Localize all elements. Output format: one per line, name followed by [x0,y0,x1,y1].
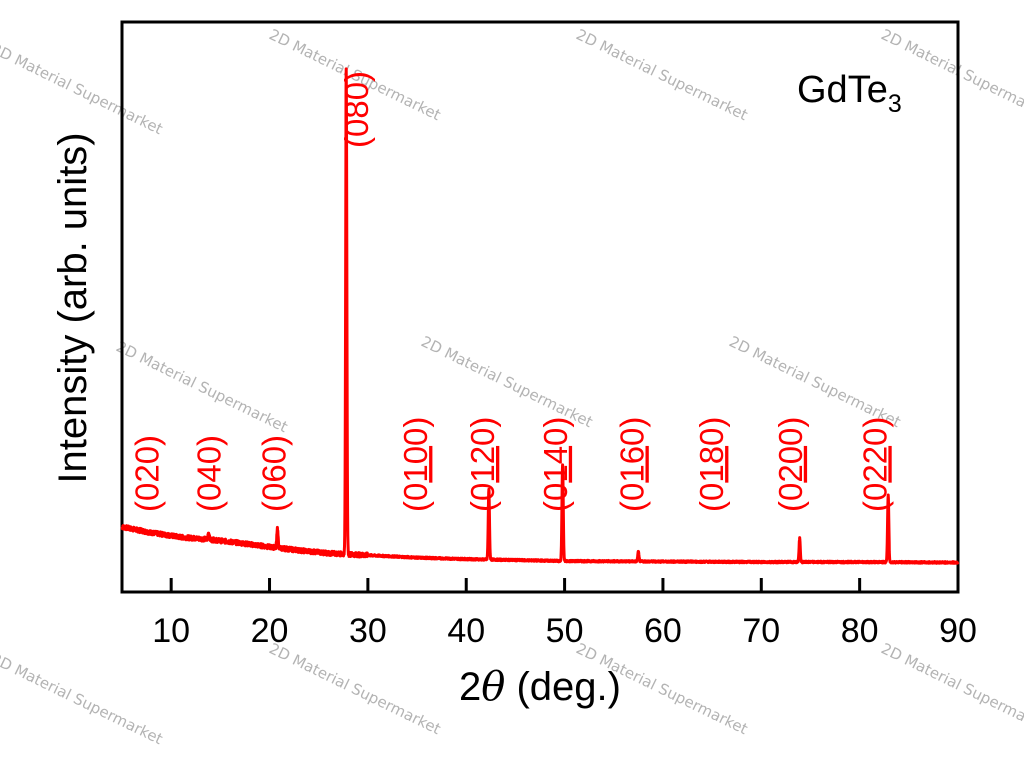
peak-label: (060) [256,435,293,512]
peak-label: (0120) [464,417,501,512]
plot-frame [120,20,960,594]
x-tick-label: 40 [447,612,485,650]
x-tick-label: 30 [349,612,387,650]
x-tick-label: 90 [939,612,977,650]
peak-label: (0160) [614,417,651,512]
sample-label: GdTe3 [797,69,902,118]
x-tick-label: 50 [546,612,584,650]
peak-label: (0140) [537,417,574,512]
x-tick-label: 10 [152,612,190,650]
x-tick-label: 70 [742,612,780,650]
watermark-text: 2D Material Supermarket [418,332,595,431]
watermark-text: 2D Material Supermarket [0,649,166,748]
series-line [120,67,960,565]
watermark-text: 2D Material Supermarket [573,25,750,124]
peak-label: (0100) [397,417,434,512]
x-tick-label: 20 [251,612,289,650]
watermark-text: 2D Material Supermarket [0,39,166,138]
peak-labels: (020) (040) (060) (080) (0100) (0120) (0140) (0… [129,71,894,512]
x-axis-title: 2θ (deg.) [459,664,621,710]
watermark-text: 2D Material Supermarket [113,337,290,436]
peak-label: (040) [191,435,228,512]
watermark-text: 2D Material Supermarket [726,332,903,431]
x-tick-label: 80 [841,612,879,650]
watermark-text: 2D Material Supermarket [878,639,1024,738]
peak-label: (0180) [693,417,730,512]
peak-label: (0200) [772,417,809,512]
watermark-text: 2D Material Supermarket [266,639,443,738]
y-axis-title: Intensity (arb. units) [51,132,95,483]
x-axis: 10 20 30 40 50 60 70 80 90 [152,578,977,650]
peak-label: (020) [129,435,166,512]
peak-label: (080) [338,71,375,148]
peak-label: (0220) [856,417,893,512]
x-tick-label: 60 [644,612,682,650]
